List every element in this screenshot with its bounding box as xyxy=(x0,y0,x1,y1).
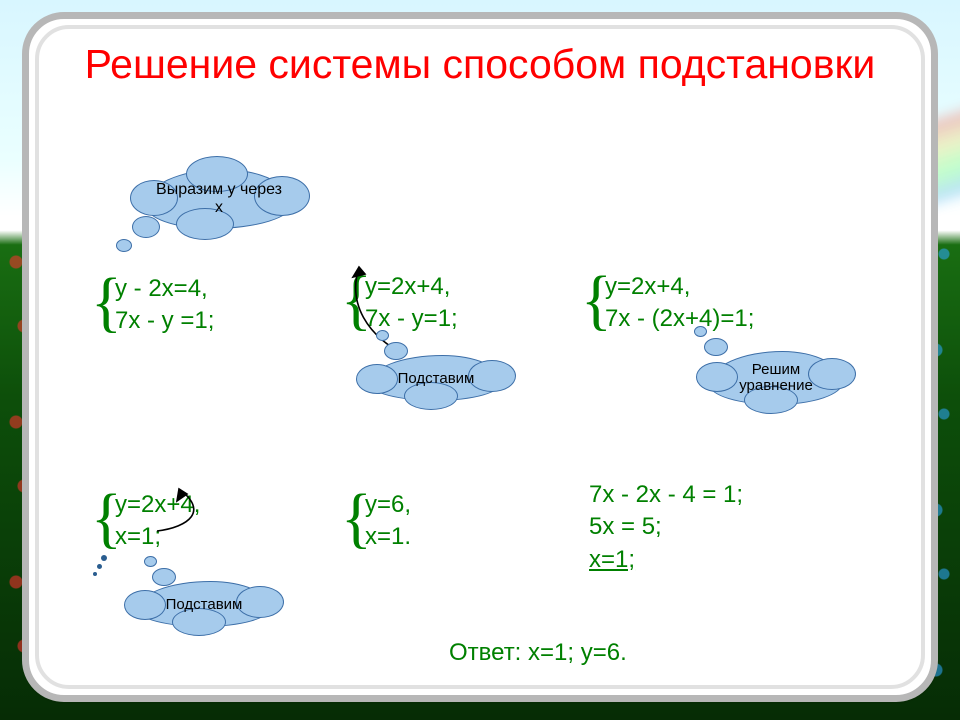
cloud-solve-label: Решим уравнение xyxy=(718,362,834,395)
work-line: х=1; xyxy=(589,544,743,576)
work-line: 5х = 5; xyxy=(589,511,743,543)
workings: 7х - 2х - 4 = 1; 5х = 5; х=1; xyxy=(589,479,743,576)
eq-line: у - 2х=4, xyxy=(115,273,214,305)
work-line: 7х - 2х - 4 = 1; xyxy=(589,479,743,511)
page-title: Решение системы способом подстановки xyxy=(29,41,931,88)
system-5: у=6, х=1. xyxy=(365,489,411,554)
content-card: Решение системы способом подстановки Выр… xyxy=(22,12,938,702)
system-3: у=2х+4, 7х - (2х+4)=1; xyxy=(605,271,754,336)
eq-line: у=2х+4, xyxy=(605,271,754,303)
eq-line: 7х - (2х+4)=1; xyxy=(605,303,754,335)
answer-line: Ответ: х=1; у=6. xyxy=(449,639,627,667)
eq-line: 7х - у =1; xyxy=(115,305,214,337)
cloud-substitute-2-label: Подставим xyxy=(166,596,243,613)
ellipsis-dots-icon xyxy=(101,555,107,576)
arrow-substitute-2 xyxy=(119,479,229,549)
system-1: у - 2х=4, 7х - у =1; xyxy=(115,273,214,338)
cloud-express-label: Выразим у через х xyxy=(154,181,284,216)
eq-line: х=1. xyxy=(365,521,411,553)
slide-background: Решение системы способом подстановки Выр… xyxy=(0,0,960,720)
cloud-substitute-1-label: Подставим xyxy=(398,370,475,387)
eq-line: у=6, xyxy=(365,489,411,521)
